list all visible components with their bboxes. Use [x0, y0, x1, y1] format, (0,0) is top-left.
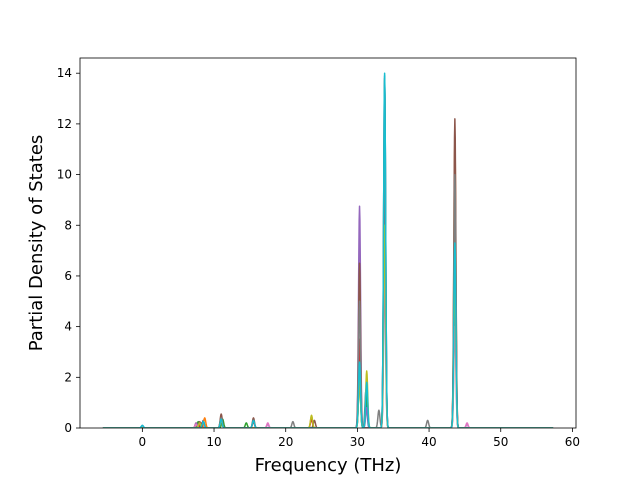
- x-tick-label: 60: [565, 435, 580, 449]
- x-tick-label: 10: [206, 435, 221, 449]
- x-tick-label: 20: [278, 435, 293, 449]
- x-tick-label: 30: [350, 435, 365, 449]
- y-tick-label: 10: [57, 168, 72, 182]
- y-tick-label: 8: [64, 218, 72, 232]
- x-axis-label: Frequency (THz): [255, 455, 402, 476]
- x-axis-ticks: 0 10 20 30 40 50 60: [139, 428, 580, 449]
- y-tick-label: 4: [64, 320, 72, 334]
- x-tick-label: 0: [139, 435, 147, 449]
- y-axis-ticks: 0 2 4 6 8 10 12 14: [57, 66, 80, 435]
- x-tick-label: 50: [493, 435, 508, 449]
- y-tick-label: 6: [64, 269, 72, 283]
- axes-frame: [79, 57, 577, 429]
- y-axis-label: Partial Density of States: [26, 135, 47, 352]
- y-tick-label: 14: [57, 66, 72, 80]
- y-tick-label: 0: [64, 421, 72, 435]
- y-tick-label: 12: [57, 117, 72, 131]
- y-tick-label: 2: [64, 370, 72, 384]
- x-tick-label: 40: [421, 435, 436, 449]
